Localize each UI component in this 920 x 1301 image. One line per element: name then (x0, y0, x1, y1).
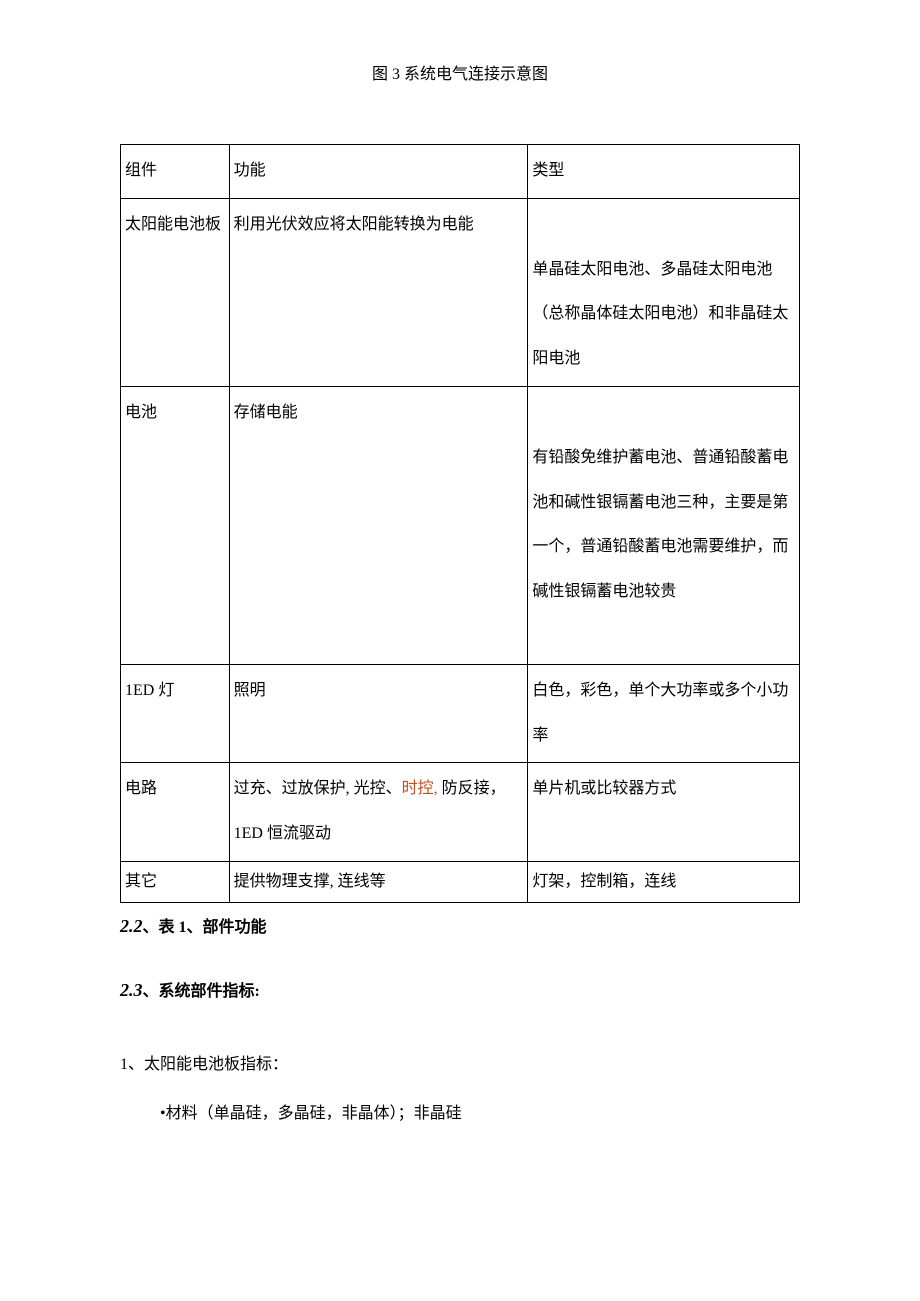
cell-type-text: 有铅酸免维护蓄电池、普通铅酸蓄电池和碱性银镉蓄电池三种，主要是第一个，普通铅酸蓄… (532, 449, 788, 600)
components-table: 组件 功能 类型 太阳能电池板 利用光伏效应将太阳能转换为电能 单晶硅太阳电池、… (120, 144, 800, 903)
cell-function: 提供物理支撑, 连线等 (229, 861, 528, 902)
header-component: 组件 (121, 145, 230, 199)
cell-component: 其它 (121, 861, 230, 902)
cell-type: 白色，彩色，单个大功率或多个小功率 (528, 664, 800, 763)
cell-type: 有铅酸免维护蓄电池、普通铅酸蓄电池和碱性银镉蓄电池三种，主要是第一个，普通铅酸蓄… (528, 386, 800, 664)
cell-function: 过充、过放保护, 光控、时控, 防反接，1ED 恒流驱动 (229, 763, 528, 862)
cell-component: 1ED 灯 (121, 664, 230, 763)
list-item-1: 1、太阳能电池板指标： (120, 1051, 800, 1080)
section-22-heading: 2.2、表 1、部件功能 (120, 913, 800, 937)
table-row: 太阳能电池板 利用光伏效应将太阳能转换为电能 单晶硅太阳电池、多晶硅太阳电池（总… (121, 198, 800, 386)
cell-function: 存储电能 (229, 386, 528, 664)
sub-item-1: •材料（单晶硅，多晶硅，非晶体）；非晶硅 (120, 1100, 800, 1129)
cell-component: 太阳能电池板 (121, 198, 230, 386)
section-22-num: 2.2 (120, 916, 143, 936)
section-23-num: 2.3 (120, 980, 143, 1000)
cell-function: 利用光伏效应将太阳能转换为电能 (229, 198, 528, 386)
cell-type: 单片机或比较器方式 (528, 763, 800, 862)
cell-type: 灯架，控制箱，连线 (528, 861, 800, 902)
table-header-row: 组件 功能 类型 (121, 145, 800, 199)
table-row: 其它 提供物理支撑, 连线等 灯架，控制箱，连线 (121, 861, 800, 902)
cell-function-orange: 时控, (402, 780, 438, 797)
table-row: 1ED 灯 照明 白色，彩色，单个大功率或多个小功率 (121, 664, 800, 763)
cell-component: 电池 (121, 386, 230, 664)
table-row: 电池 存储电能 有铅酸免维护蓄电池、普通铅酸蓄电池和碱性银镉蓄电池三种，主要是第… (121, 386, 800, 664)
figure-caption: 图 3 系统电气连接示意图 (120, 60, 800, 84)
cell-component: 电路 (121, 763, 230, 862)
cell-function-pre: 过充、过放保护, 光控、 (234, 780, 402, 797)
header-function: 功能 (229, 145, 528, 199)
cell-function: 照明 (229, 664, 528, 763)
section-22-text: 、表 1、部件功能 (143, 919, 267, 936)
header-type: 类型 (528, 145, 800, 199)
section-23-text: 、系统部件指标: (143, 983, 260, 1000)
cell-type-text: 单晶硅太阳电池、多晶硅太阳电池（总称晶体硅太阳电池）和非晶硅太阳电池 (532, 261, 788, 368)
section-23-heading: 2.3、系统部件指标: (120, 977, 800, 1001)
cell-type: 单晶硅太阳电池、多晶硅太阳电池（总称晶体硅太阳电池）和非晶硅太阳电池 (528, 198, 800, 386)
table-row: 电路 过充、过放保护, 光控、时控, 防反接，1ED 恒流驱动 单片机或比较器方… (121, 763, 800, 862)
